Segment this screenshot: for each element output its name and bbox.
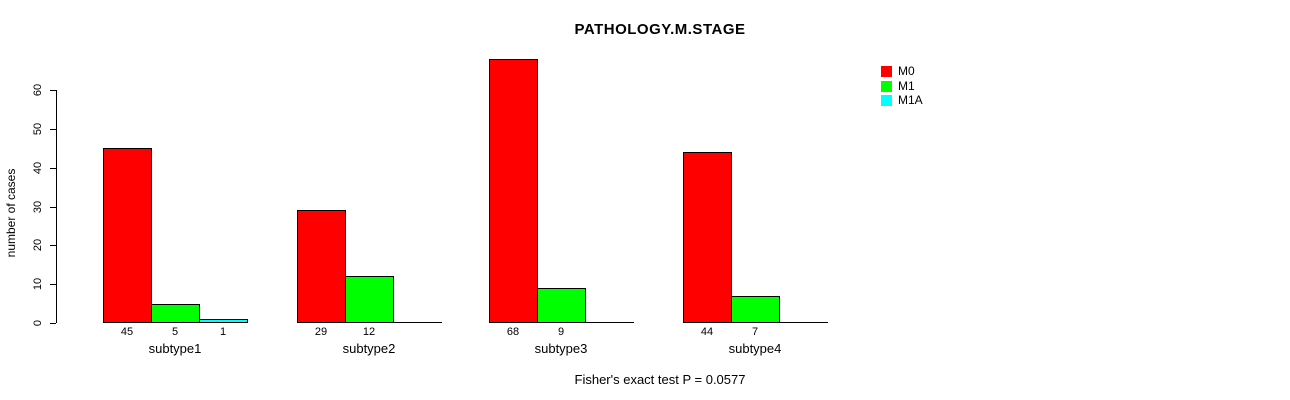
bar-value-label: 9: [557, 326, 565, 338]
y-axis-tick-label: 60: [32, 83, 44, 97]
bar-M1: [345, 276, 394, 323]
y-axis-tick: [50, 129, 56, 130]
y-axis-line: [56, 90, 57, 323]
category-label: subtype4: [728, 341, 782, 356]
y-axis-tick: [50, 245, 56, 246]
bar-M0: [683, 152, 732, 323]
bar-value-label: 5: [171, 326, 179, 338]
legend-label: M0: [898, 64, 915, 78]
y-axis-tick: [50, 323, 56, 324]
y-axis-tick-label: 50: [32, 122, 44, 136]
legend-swatch-M1A: [881, 95, 892, 106]
bar-value-label: 44: [700, 326, 714, 338]
y-axis-tick: [50, 284, 56, 285]
bar-M0: [103, 148, 152, 323]
chart-title: PATHOLOGY.M.STAGE: [574, 21, 746, 38]
category-label: subtype1: [148, 341, 202, 356]
y-axis-tick-label: 10: [32, 277, 44, 291]
bar-M1: [151, 304, 200, 323]
bar-value-label: 29: [314, 326, 328, 338]
y-axis-tick-label: 20: [32, 238, 44, 252]
category-label: subtype3: [534, 341, 588, 356]
legend-swatch-M0: [881, 66, 892, 77]
bar-value-label: 1: [219, 326, 227, 338]
legend-label: M1: [898, 79, 915, 93]
y-axis-tick-label: 0: [32, 319, 44, 327]
bar-M1: [731, 296, 780, 323]
y-axis-tick: [50, 90, 56, 91]
bar-M0: [489, 59, 538, 323]
bar-M1: [537, 288, 586, 323]
legend: M0 M1 M1A: [881, 64, 961, 116]
y-axis-tick: [50, 168, 56, 169]
y-axis-tick-label: 40: [32, 161, 44, 175]
bar-value-label: 7: [751, 326, 759, 338]
bar-value-label: 45: [120, 326, 134, 338]
category-label: subtype2: [342, 341, 396, 356]
y-axis-tick: [50, 207, 56, 208]
bar-M0: [297, 210, 346, 323]
bar-value-label: 68: [506, 326, 520, 338]
legend-swatch-M1: [881, 81, 892, 92]
bar-value-label: 12: [362, 326, 376, 338]
legend-label: M1A: [898, 93, 923, 107]
bar-M1A: [199, 319, 248, 323]
y-axis-tick-label: 30: [32, 200, 44, 214]
annotation-text: Fisher's exact test P = 0.0577: [574, 372, 746, 387]
